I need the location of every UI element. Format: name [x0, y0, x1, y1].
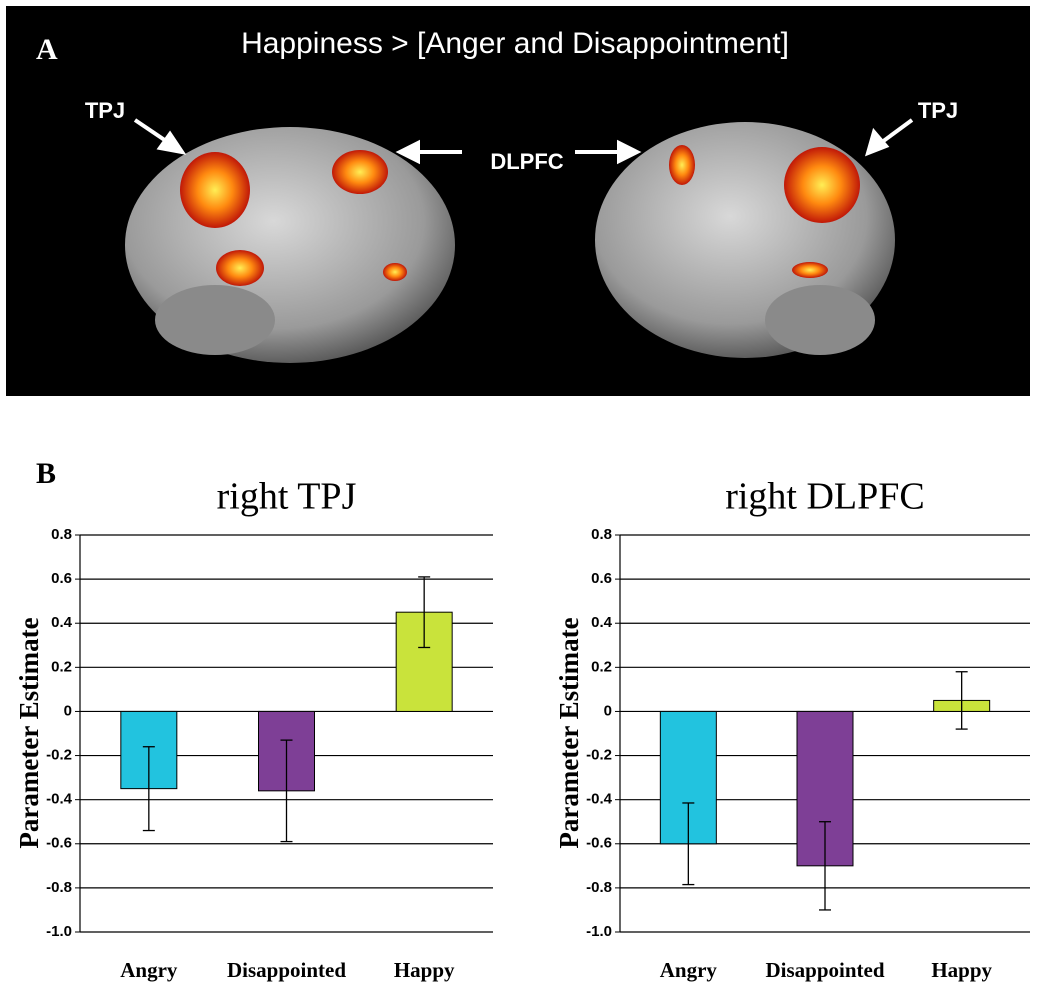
y-tick-label: 0.4	[591, 614, 613, 631]
figure: A Happiness > [Anger and Disappointment]…	[0, 0, 1042, 983]
x-tick-label: Happy	[931, 958, 992, 982]
y-tick-label: 0	[64, 702, 72, 719]
y-tick-label: -0.6	[586, 835, 612, 852]
region-label: DLPFC	[490, 149, 563, 174]
y-tick-label: 0.2	[51, 658, 72, 675]
chart-title: right TPJ	[217, 476, 357, 518]
y-tick-label: -1.0	[586, 923, 612, 940]
region-label: TPJ	[918, 98, 958, 123]
page: {"panel_a": {"letter": "A", "title": "Ha…	[0, 0, 1042, 983]
chart-title: right DLPFC	[725, 476, 925, 518]
y-tick-label: -0.4	[46, 791, 73, 808]
y-tick-label: 0	[604, 702, 612, 719]
region-label: TPJ	[85, 98, 125, 123]
x-tick-label: Disappointed	[227, 958, 346, 982]
x-tick-label: Happy	[394, 958, 455, 982]
y-tick-label: 0.6	[51, 570, 72, 587]
brain-right	[595, 122, 895, 358]
panel-title: Happiness > [Anger and Disappointment]	[241, 27, 789, 60]
panel-letter: A	[36, 33, 58, 66]
y-tick-label: -0.8	[586, 879, 612, 896]
y-axis-label: Parameter Estimate	[554, 617, 584, 848]
y-tick-label: -0.2	[46, 747, 72, 764]
y-tick-label: -0.8	[46, 879, 72, 896]
y-axis-label: Parameter Estimate	[14, 617, 44, 848]
brain-left	[125, 127, 455, 363]
y-tick-label: -0.6	[46, 835, 72, 852]
y-tick-label: -0.2	[586, 747, 612, 764]
y-tick-label: 0.4	[51, 614, 73, 631]
y-tick-label: -0.4	[586, 791, 613, 808]
x-tick-label: Angry	[120, 958, 178, 982]
y-tick-label: 0.8	[51, 526, 72, 543]
y-tick-label: 0.8	[591, 526, 612, 543]
x-tick-label: Angry	[660, 958, 718, 982]
y-tick-label: -1.0	[46, 923, 72, 940]
y-tick-label: 0.2	[591, 658, 612, 675]
x-tick-label: Disappointed	[765, 958, 884, 982]
y-tick-label: 0.6	[591, 570, 612, 587]
panel-letter: B	[36, 457, 56, 490]
